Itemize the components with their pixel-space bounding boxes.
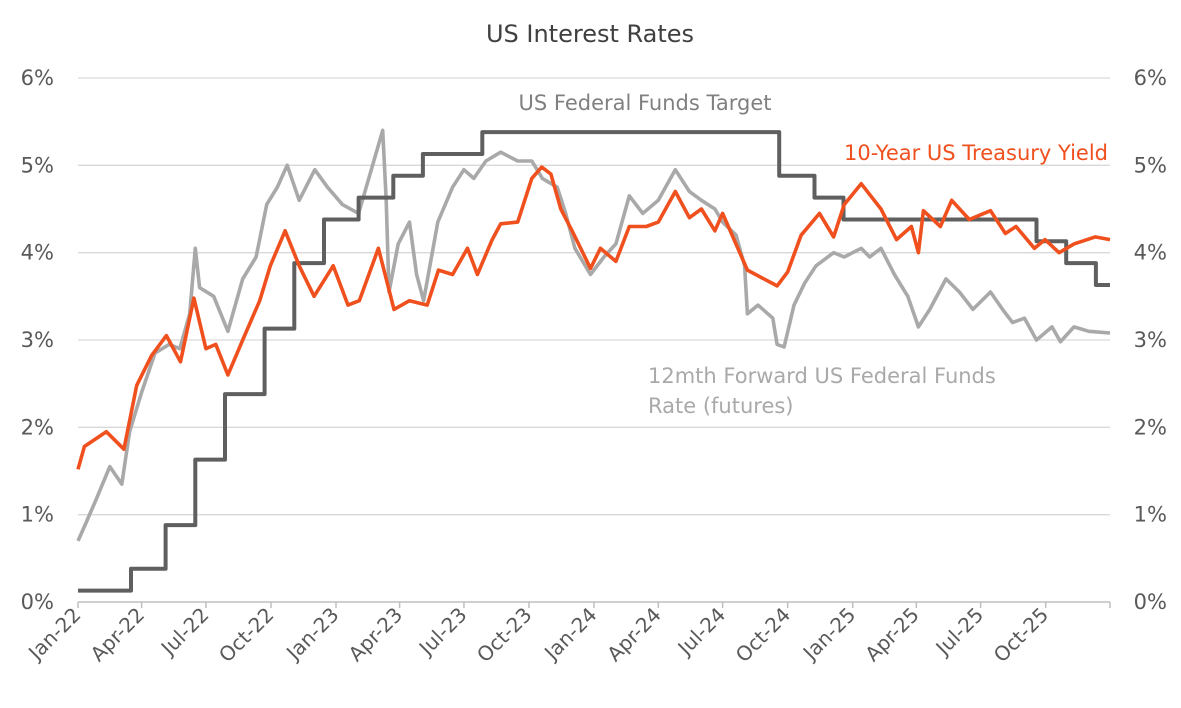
series-lines [76, 128, 1111, 593]
y-tick-label-right: 2% [1134, 415, 1167, 439]
x-tick-label: Oct-25 [989, 603, 1054, 668]
y-tick-label-left: 5% [21, 153, 54, 177]
x-tick-label: Apr-22 [86, 603, 150, 667]
chart-title: US Interest Rates [486, 20, 694, 48]
series-line-12mth-forward-us-federal-funds-rate-futures [76, 128, 1111, 542]
x-tick-label: Jul-22 [155, 603, 214, 662]
y-tick-label-right: 0% [1134, 590, 1167, 614]
y-tick-label-right: 3% [1134, 328, 1167, 352]
x-tick-label: Jul-23 [413, 603, 472, 662]
annotation-forward-funds-line1: 12mth Forward US Federal Funds [648, 364, 996, 388]
series-line-10-year-us-treasury-yield [76, 165, 1111, 470]
y-tick-label-left: 1% [21, 503, 54, 527]
y-tick-label-left: 6% [21, 66, 54, 90]
y-tick-label-left: 4% [21, 241, 54, 265]
x-tick-label: Jan-25 [797, 603, 860, 666]
series-annotations: US Federal Funds Target 10-Year US Treas… [519, 91, 1108, 418]
x-tick-label: Jan-24 [538, 603, 601, 666]
x-tick-label: Jan-23 [280, 603, 343, 666]
annotation-forward-funds-line2: Rate (futures) [648, 394, 794, 418]
x-tick-label: Oct-22 [214, 603, 279, 668]
annotation-10yr-treasury: 10-Year US Treasury Yield [844, 141, 1108, 165]
annotation-fed-funds-target: US Federal Funds Target [519, 91, 772, 115]
gridlines [78, 77, 1110, 516]
x-tick-label: Apr-24 [602, 603, 666, 667]
y-tick-label-right: 5% [1134, 153, 1167, 177]
y-tick-label-right: 6% [1134, 66, 1167, 90]
y-tick-label-left: 3% [21, 328, 54, 352]
y-tick-label-right: 4% [1134, 241, 1167, 265]
series-line-us-federal-funds-target [78, 130, 1110, 593]
y-tick-label-left: 2% [21, 415, 54, 439]
x-tick-label: Jul-25 [930, 603, 989, 662]
x-tick-label: Oct-23 [472, 603, 537, 668]
x-tick-label: Apr-25 [860, 603, 924, 667]
x-tick-label: Apr-23 [344, 603, 408, 667]
y-tick-label-right: 1% [1134, 503, 1167, 527]
x-tick-label: Oct-24 [731, 603, 796, 668]
x-tick-label: Jul-24 [672, 603, 731, 662]
y-tick-label-left: 0% [21, 590, 54, 614]
